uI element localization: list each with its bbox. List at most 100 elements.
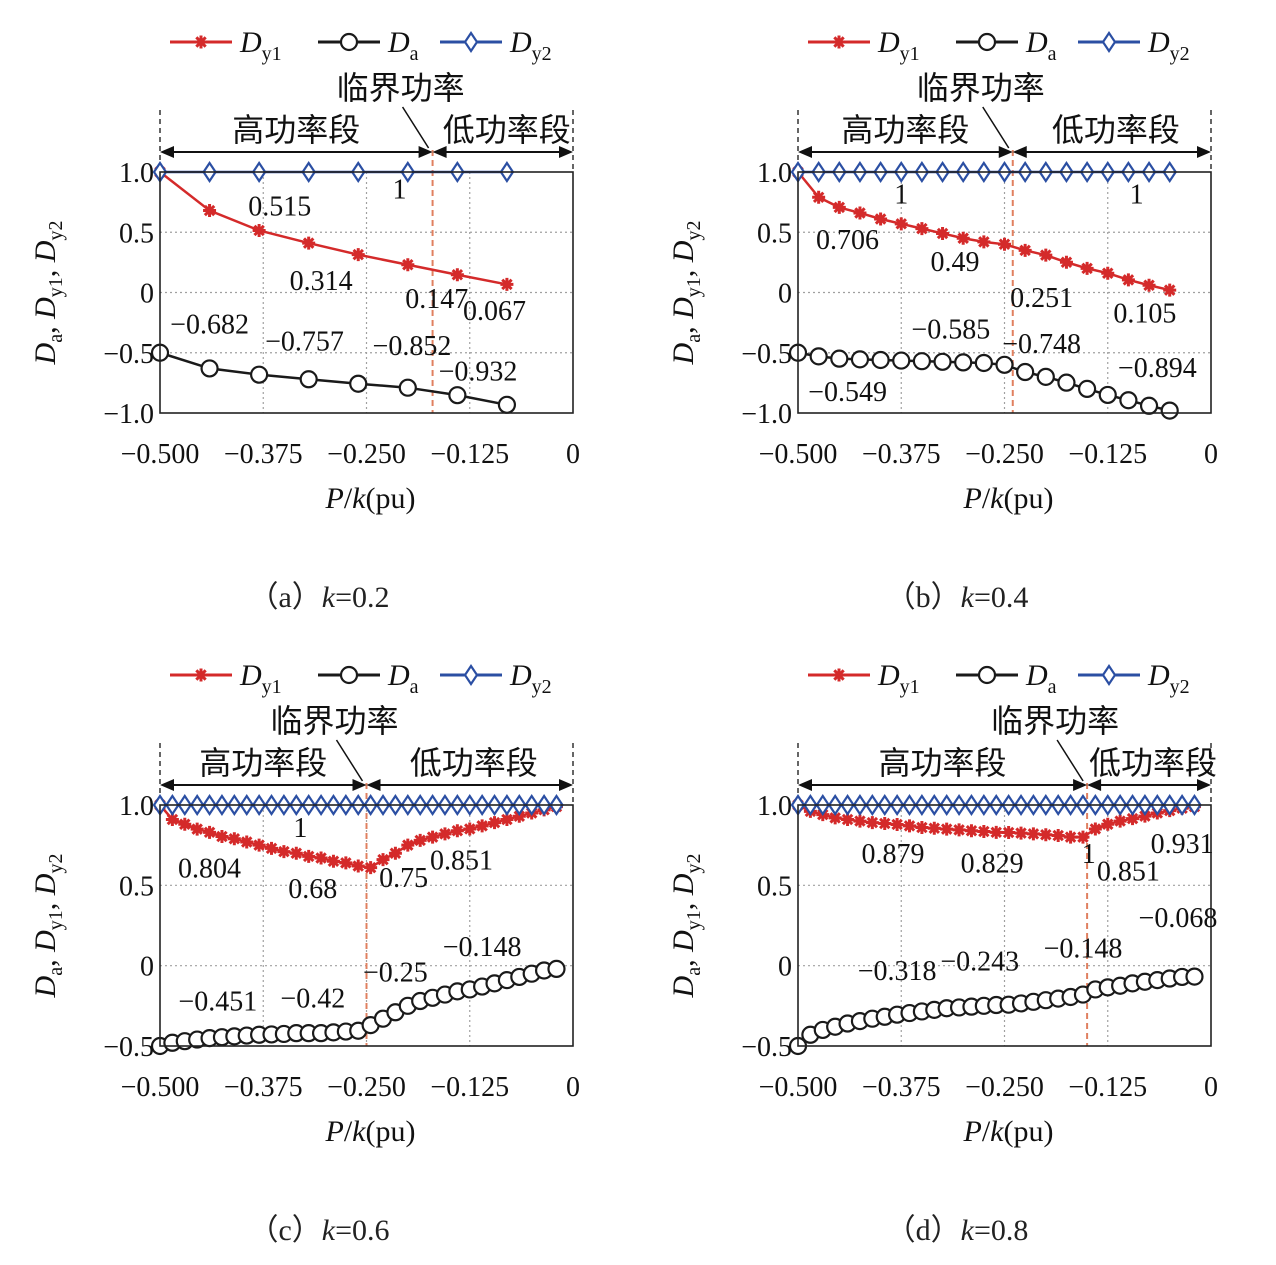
data-point-da bbox=[547, 959, 566, 978]
y-tick-label: 1.0 bbox=[119, 791, 154, 822]
data-point-da bbox=[1036, 367, 1055, 386]
data-point-dy1 bbox=[178, 817, 192, 831]
legend-item-dy1: Dy1 bbox=[170, 659, 282, 698]
value-annotations: 1 0.804 0.68 0.750.851 −0.25 −0.148 −0.451 −0.4… bbox=[178, 813, 521, 1018]
critical-power-pointer bbox=[982, 106, 1010, 149]
data-point-dy1 bbox=[351, 248, 365, 262]
data-point-dy1 bbox=[463, 822, 477, 836]
value-annotation: −0.451 bbox=[178, 987, 257, 1018]
data-point-dy1 bbox=[940, 822, 954, 836]
data-point-da bbox=[497, 395, 517, 414]
data-point-dy1 bbox=[1138, 809, 1152, 823]
x-axis-label: P/k(pu) bbox=[325, 1115, 416, 1148]
data-point-dy1 bbox=[964, 824, 978, 838]
legend-marker-dy1 bbox=[194, 35, 208, 49]
data-point-dy1 bbox=[841, 812, 855, 826]
data-point-dy1 bbox=[426, 830, 440, 844]
high-power-arrow-head-left bbox=[798, 779, 812, 791]
data-point-da bbox=[398, 378, 417, 397]
data-point-dy1 bbox=[252, 223, 266, 237]
high-power-label: 高功率段 bbox=[199, 744, 327, 782]
x-tick-labels: −0.500 −0.375 −0.250 −0.125 0 bbox=[121, 439, 580, 470]
data-point-dy1 bbox=[853, 814, 867, 828]
data-point-dy1 bbox=[302, 849, 316, 863]
legend-marker-da bbox=[339, 32, 359, 52]
data-point-dy1 bbox=[874, 212, 888, 226]
critical-power-pointer bbox=[335, 739, 364, 782]
chart-caption-a: （a）k=0.2 bbox=[248, 581, 390, 614]
data-point-da bbox=[200, 359, 219, 378]
chart-caption-d: （d）k=0.8 bbox=[885, 1214, 1029, 1247]
low-power-arrow-head-right bbox=[1197, 146, 1211, 158]
y-tick-label: 0 bbox=[140, 279, 154, 310]
data-point-dy1 bbox=[1088, 822, 1102, 836]
plot-frame bbox=[159, 171, 574, 414]
series-dy1 bbox=[791, 165, 1177, 297]
high-power-arrow-head-right bbox=[418, 146, 433, 158]
legend-item-da: Da bbox=[318, 26, 419, 65]
high-power-arrow-head-right bbox=[352, 779, 367, 791]
legend-label-dy1: Dy1 bbox=[239, 659, 282, 698]
x-tick-label: 0 bbox=[1204, 1072, 1218, 1103]
data-point-da bbox=[1098, 385, 1117, 405]
data-point-dy1 bbox=[956, 231, 970, 245]
value-annotation: 0.067 bbox=[463, 296, 526, 327]
data-point-dy1 bbox=[1039, 248, 1053, 262]
legend-item-dy1: Dy1 bbox=[170, 26, 282, 65]
critical-power-label: 临界功率 bbox=[917, 69, 1045, 107]
critical-power-label: 临界功率 bbox=[270, 702, 398, 740]
y-tick-label: 1.0 bbox=[757, 158, 792, 189]
data-point-dy1 bbox=[215, 829, 229, 843]
low-power-arrow-head-left bbox=[1012, 146, 1027, 158]
data-point-da bbox=[830, 349, 849, 368]
chart-svg-d: Dy1 Da Dy2 高功率段 低功率段 临界功率 0.879 0.829 10.8510.93… bbox=[667, 659, 1218, 1148]
x-tick-label: −0.375 bbox=[862, 439, 941, 470]
data-point-dy1 bbox=[977, 825, 991, 839]
x-tick-label: −0.250 bbox=[327, 439, 406, 470]
y-axis-label: Da, Dy1, Dy2 bbox=[667, 221, 705, 366]
series-da bbox=[788, 343, 1179, 420]
legend: Dy1 Da Dy2 bbox=[808, 26, 1190, 65]
data-point-dy1 bbox=[1101, 817, 1115, 831]
plot-frame bbox=[797, 804, 1212, 1047]
legend-item-dy2: Dy2 bbox=[1078, 26, 1190, 65]
data-point-dy1 bbox=[413, 833, 427, 847]
data-point-dy1 bbox=[1026, 827, 1040, 841]
data-point-da bbox=[1185, 967, 1204, 986]
data-point-dy1 bbox=[927, 821, 941, 835]
data-point-dy1 bbox=[977, 235, 991, 249]
data-point-da bbox=[850, 350, 870, 369]
low-power-arrow-head-right bbox=[559, 779, 573, 791]
data-point-dy1 bbox=[165, 812, 179, 826]
value-annotation: −0.549 bbox=[808, 377, 887, 408]
x-tick-labels: −0.500 −0.375 −0.250 −0.125 0 bbox=[759, 439, 1218, 470]
data-point-dy1 bbox=[1163, 283, 1177, 297]
data-point-da bbox=[299, 370, 318, 389]
data-point-dy1 bbox=[401, 838, 415, 852]
data-point-da bbox=[1119, 391, 1138, 410]
data-point-dy1 bbox=[915, 222, 929, 236]
data-point-dy1 bbox=[832, 200, 846, 214]
value-annotation: −0.25 bbox=[363, 958, 428, 989]
value-annotation: 1 bbox=[894, 179, 908, 210]
value-annotation: −0.932 bbox=[439, 356, 518, 387]
high-power-label: 高功率段 bbox=[879, 744, 1007, 782]
x-axis-label: P/k(pu) bbox=[963, 1115, 1054, 1148]
data-point-da bbox=[349, 374, 368, 393]
data-point-dy1 bbox=[203, 204, 217, 218]
x-axis-label: P/k(pu) bbox=[325, 482, 416, 515]
chart-caption-b: （b）k=0.4 bbox=[885, 581, 1029, 614]
data-point-dy1 bbox=[500, 277, 514, 291]
value-annotation: 0.851 bbox=[430, 845, 493, 876]
legend-label-dy1: Dy1 bbox=[877, 659, 920, 698]
value-annotation: 0.879 bbox=[861, 839, 924, 870]
x-tick-label: −0.125 bbox=[1068, 1072, 1147, 1103]
x-tick-label: −0.125 bbox=[1068, 439, 1147, 470]
data-point-dy1 bbox=[500, 812, 514, 826]
data-point-da bbox=[1078, 379, 1097, 398]
data-point-dy1 bbox=[1080, 261, 1094, 275]
